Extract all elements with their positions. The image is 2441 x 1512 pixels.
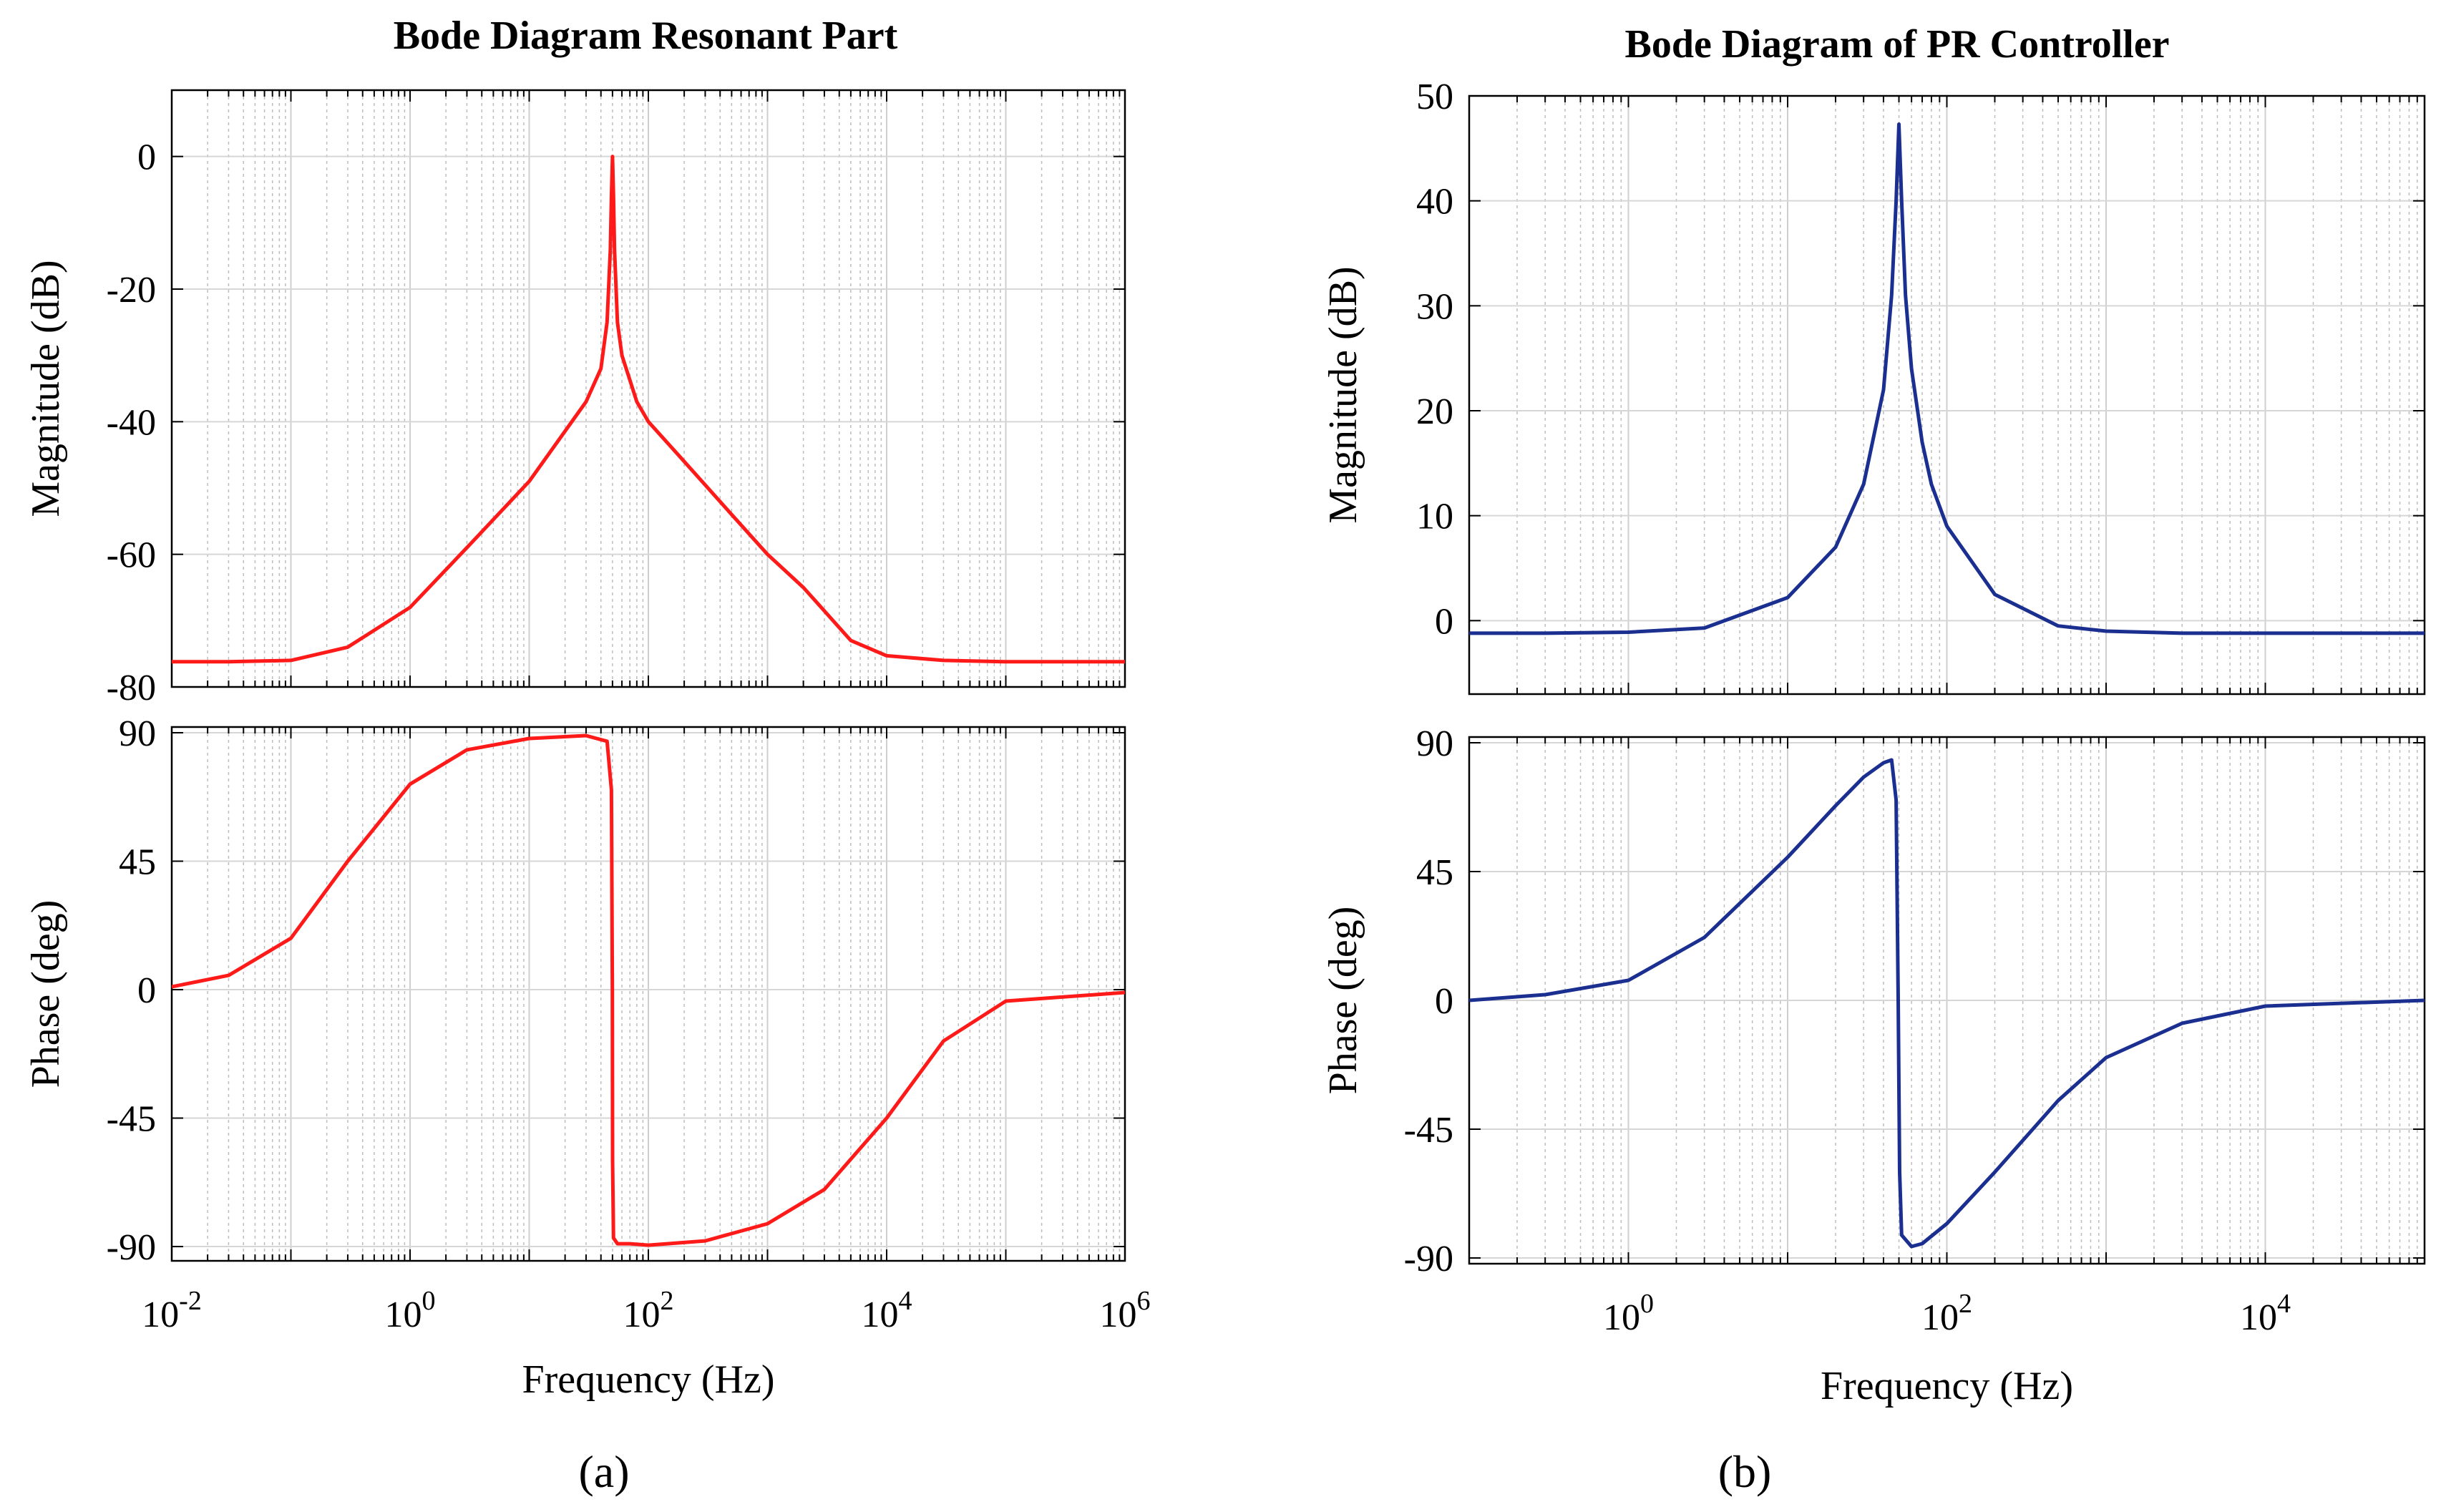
x-tick-label: 104: [2240, 1289, 2291, 1338]
y-tick-label: -40: [107, 402, 156, 443]
y-tick-label: -60: [107, 535, 156, 576]
y-tick-label: 0: [1435, 601, 1453, 642]
y-tick-label: -90: [107, 1227, 156, 1268]
phase-curve: [172, 733, 1125, 1247]
magnitude-curve: [172, 155, 1125, 664]
magnitude-subplot: 50 40 30 20 10 0 Magnitude (dB): [1321, 77, 2426, 696]
x-tick-label: 10-2: [142, 1286, 202, 1335]
y-tick-label: 45: [1416, 852, 1453, 893]
magnitude-grid: [1468, 95, 2425, 694]
x-axis-label: Frequency (Hz): [522, 1357, 775, 1402]
x-tick-label: 106: [1100, 1286, 1151, 1335]
phase-grid: [171, 727, 1126, 1261]
y-tick-label: 0: [1435, 981, 1453, 1022]
magnitude-ylabel: Magnitude (dB): [24, 260, 68, 517]
bode-chart-2: Bode Diagram of PR Controller50403020100…: [1321, 22, 2426, 1497]
chart-title: Bode Diagram of PR Controller: [1624, 22, 2169, 67]
y-tick-label: -45: [1404, 1110, 1453, 1151]
panel-label: (a): [578, 1446, 629, 1497]
x-tick-label: 102: [623, 1286, 674, 1335]
y-tick-label: 50: [1416, 77, 1453, 117]
x-axis-label: Frequency (Hz): [1821, 1364, 2073, 1408]
y-tick-label: 90: [119, 713, 156, 754]
y-tick-label: 45: [119, 842, 156, 882]
x-tick-label: 100: [385, 1286, 436, 1335]
phase-curve: [1469, 758, 2425, 1249]
phase-subplot: 90 45 0 -45 -90 Phase (deg): [24, 713, 1126, 1268]
phase-subplot: 90 45 0 -45 -90 Phase (deg): [1321, 723, 2426, 1279]
y-tick-label: 10: [1416, 497, 1453, 537]
magnitude-subplot: 0 -20 -40 -60 -80 Magnitude (dB): [24, 89, 1126, 708]
y-tick-label: 20: [1416, 391, 1453, 432]
phase-ylabel: Phase (deg): [1321, 907, 1365, 1095]
phase-grid: [1468, 737, 2425, 1264]
bode-chart-1: Bode Diagram Resonant Part 0 -20 -40 -60 -80 M…: [24, 14, 1151, 1497]
x-tick-label: 104: [862, 1286, 912, 1335]
y-tick-label: 0: [137, 970, 156, 1011]
y-tick-label: 0: [137, 137, 156, 178]
chart-title: Bode Diagram Resonant Part: [394, 14, 898, 58]
y-tick-label: 40: [1416, 182, 1453, 223]
x-tick-label: 100: [1603, 1289, 1654, 1338]
y-tick-label: -80: [107, 668, 156, 708]
magnitude-ylabel: Magnitude (dB): [1321, 266, 1365, 523]
panel-label: (b): [1718, 1446, 1772, 1497]
y-tick-label: -20: [107, 270, 156, 311]
y-tick-label: 90: [1416, 723, 1453, 764]
y-tick-label: -90: [1404, 1239, 1453, 1279]
y-tick-label: -45: [107, 1099, 156, 1140]
phase-ylabel: Phase (deg): [24, 900, 68, 1088]
magnitude-grid: [171, 90, 1126, 688]
x-tick-label: 102: [1921, 1289, 1972, 1338]
y-tick-label: 30: [1416, 286, 1453, 327]
magnitude-curve: [1469, 122, 2425, 635]
